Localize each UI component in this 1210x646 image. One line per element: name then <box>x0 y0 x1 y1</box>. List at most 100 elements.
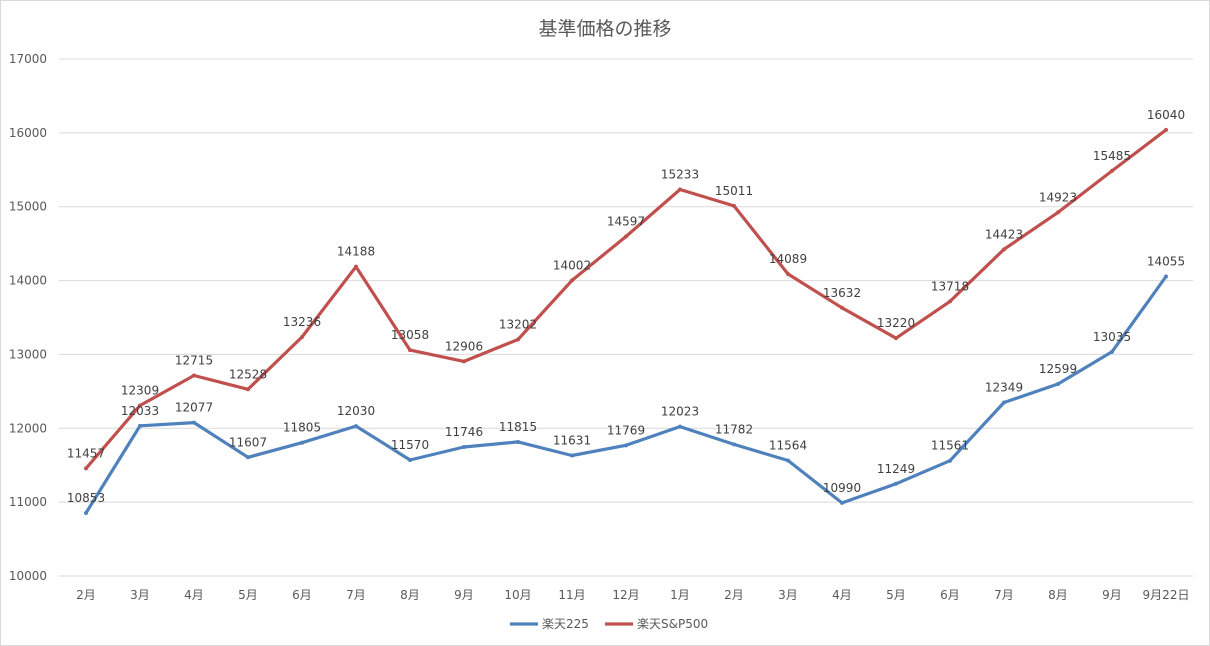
x-tick-label: 10月 <box>504 588 531 602</box>
data-point <box>300 334 304 339</box>
data-label: 11782 <box>715 422 753 436</box>
data-label: 11249 <box>877 462 915 476</box>
data-label: 11564 <box>769 438 807 452</box>
data-label: 10853 <box>67 491 105 505</box>
x-tick-label: 8月 <box>400 588 420 602</box>
data-point <box>192 420 196 425</box>
x-tick-label: 7月 <box>994 588 1014 602</box>
y-tick-label: 11000 <box>9 495 47 509</box>
y-tick-label: 17000 <box>9 52 47 66</box>
data-point <box>1164 127 1168 132</box>
data-label: 15011 <box>715 184 753 198</box>
series-lines <box>84 127 1168 515</box>
data-labels: 10853 12033 12077 11607 11805 12030 11570 11746… <box>67 108 1185 505</box>
data-point <box>354 424 358 429</box>
data-point <box>894 481 898 486</box>
data-point <box>840 305 844 310</box>
x-tick-label: 11月 <box>558 588 585 602</box>
data-point <box>1110 349 1114 354</box>
y-tick-label: 10000 <box>9 569 47 583</box>
data-label: 12309 <box>121 383 159 397</box>
data-point <box>624 234 628 239</box>
legend: 楽天225 楽天S&P500 <box>510 617 708 631</box>
data-point <box>786 271 790 276</box>
data-point <box>408 348 412 353</box>
data-point <box>408 458 412 463</box>
data-label: 14188 <box>337 245 375 259</box>
x-tick-label: 3月 <box>778 588 798 602</box>
x-tick-label: 9月 <box>454 588 474 602</box>
data-point <box>786 458 790 463</box>
data-label: 12599 <box>1039 362 1077 376</box>
data-point <box>462 445 466 450</box>
x-tick-label: 12月 <box>612 588 639 602</box>
data-point <box>948 458 952 463</box>
y-tick-label: 13000 <box>9 347 47 361</box>
data-point <box>516 439 520 444</box>
data-label: 11561 <box>931 439 969 453</box>
data-label: 14423 <box>985 227 1023 241</box>
data-label: 15233 <box>661 168 699 182</box>
x-tick-label: 8月 <box>1048 588 1068 602</box>
data-point <box>570 278 574 283</box>
data-label: 14923 <box>1039 190 1077 204</box>
y-tick-label: 15000 <box>9 200 47 214</box>
data-label: 11570 <box>391 438 429 452</box>
data-point <box>678 187 682 192</box>
data-point <box>138 423 142 428</box>
data-point <box>300 440 304 445</box>
data-label: 16040 <box>1147 108 1185 122</box>
data-point <box>624 443 628 448</box>
series-line-1 <box>84 274 1168 515</box>
data-point <box>84 510 88 515</box>
data-label: 15485 <box>1093 149 1131 163</box>
data-label: 11805 <box>283 421 321 435</box>
x-tick-label: 5月 <box>886 588 906 602</box>
data-label: 11457 <box>67 446 105 460</box>
x-axis-ticks: 2月 3月 4月 5月 6月 7月 8月 9月 10月 11月 12月 1月 2月 3月 4月 5月 6月 7月 8… <box>76 588 1189 602</box>
data-point <box>1110 168 1114 173</box>
data-label: 12906 <box>445 339 483 353</box>
data-label: 11607 <box>229 435 267 449</box>
data-point <box>516 337 520 342</box>
data-label: 11631 <box>553 434 591 448</box>
data-point <box>570 453 574 458</box>
data-point <box>246 455 250 460</box>
x-tick-label: 4月 <box>832 588 852 602</box>
data-label: 12349 <box>985 381 1023 395</box>
x-tick-label: 9月 <box>1102 588 1122 602</box>
data-label: 10990 <box>823 481 861 495</box>
data-label: 12077 <box>175 401 213 415</box>
data-point <box>354 264 358 269</box>
y-tick-label: 14000 <box>9 274 47 288</box>
chart-title: 基準価格の推移 <box>538 18 671 40</box>
data-label: 13718 <box>931 279 969 293</box>
data-label: 14597 <box>607 214 645 228</box>
data-label: 12023 <box>661 405 699 419</box>
data-label: 13035 <box>1093 330 1131 344</box>
x-tick-label: 2月 <box>724 588 744 602</box>
data-label: 14055 <box>1147 255 1185 269</box>
data-point <box>1056 382 1060 387</box>
x-tick-label: 2月 <box>76 588 96 602</box>
data-point <box>1056 210 1060 215</box>
x-tick-label: 1月 <box>670 588 690 602</box>
data-label: 14002 <box>553 258 591 272</box>
data-label: 11746 <box>445 425 483 439</box>
data-point <box>894 336 898 341</box>
data-point <box>192 373 196 378</box>
data-label: 13632 <box>823 286 861 300</box>
y-axis-ticks: 10000 11000 12000 13000 14000 15000 16000 17000 <box>9 52 47 583</box>
legend-label: 楽天S&P500 <box>637 617 708 631</box>
data-point <box>1002 400 1006 405</box>
data-label: 11769 <box>607 423 645 437</box>
data-label: 13236 <box>283 315 321 329</box>
data-point <box>84 466 88 471</box>
x-tick-label: 6月 <box>940 588 960 602</box>
series-line-2 <box>84 128 1168 470</box>
data-label: 14089 <box>769 252 807 266</box>
x-tick-label: 7月 <box>346 588 366 602</box>
data-label: 13220 <box>877 316 915 330</box>
data-label: 12715 <box>175 353 213 367</box>
